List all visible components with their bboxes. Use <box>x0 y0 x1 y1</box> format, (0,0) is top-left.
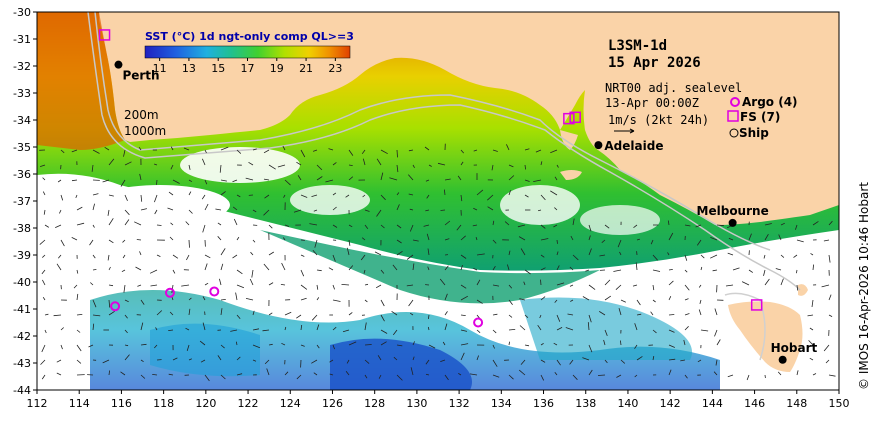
lon-tick-label: 118 <box>153 397 174 410</box>
imos-credit: © IMOS 16-Apr-2026 10:46 Hobart <box>857 182 871 390</box>
colorbar-label: 21 <box>299 62 313 75</box>
argo-float <box>164 287 175 298</box>
lat-tick-label: -32 <box>13 60 31 73</box>
fs-marker <box>750 299 763 311</box>
vector-scale-label: 1m/s (2kt 24h) <box>608 113 709 127</box>
lon-tick-label: 144 <box>702 397 723 410</box>
colorbar-label: 15 <box>211 62 225 75</box>
lon-tick-label: 138 <box>575 397 596 410</box>
colorbar-title: SST (°C) 1d ngt-only comp QL>=3 <box>145 30 354 43</box>
lon-tick-label: 130 <box>406 397 427 410</box>
fs-legend-icon <box>727 110 739 122</box>
lon-tick-label: 136 <box>533 397 554 410</box>
lat-tick-label: -44 <box>13 384 31 397</box>
current-vectors <box>39 143 836 382</box>
colorbar-label: 19 <box>270 62 284 75</box>
lat-tick-label: -42 <box>13 330 31 343</box>
ship-legend-label: Ship <box>739 126 769 140</box>
lon-tick-label: 146 <box>744 397 765 410</box>
lon-tick-label: 148 <box>786 397 807 410</box>
lon-tick-label: 140 <box>617 397 638 410</box>
ship-legend-icon <box>729 128 739 138</box>
lat-tick-label: -37 <box>13 195 31 208</box>
product-date: 15 Apr 2026 <box>608 55 701 71</box>
lat-tick-label: -41 <box>13 303 31 316</box>
lon-tick-label: 116 <box>111 397 132 410</box>
lat-tick-label: -35 <box>13 141 31 154</box>
marker-legend: Argo (4) FS (7) Ship <box>727 95 798 140</box>
lon-tick-label: 142 <box>660 397 681 410</box>
fs-marker <box>98 29 111 41</box>
lat-tick-label: -31 <box>13 33 31 46</box>
title-block: L3SM-1d 15 Apr 2026 NRT00 adj. sealevel … <box>605 38 742 134</box>
argo-float <box>209 286 220 297</box>
city-dot <box>778 355 787 364</box>
latitude-axis: -30 -31 -32 -33 -34 -35 -36 -37 -38 -39 -40 -41 -42 -… <box>13 6 37 397</box>
colorbar-label: 17 <box>241 62 255 75</box>
lon-tick-label: 112 <box>27 397 48 410</box>
fs-markers <box>98 29 763 311</box>
argo-float <box>473 317 484 328</box>
lon-tick-label: 134 <box>491 397 512 410</box>
warm-wa-water <box>37 12 125 150</box>
fs-marker <box>569 111 581 124</box>
city-dot <box>114 60 123 69</box>
argo-markers <box>110 286 484 328</box>
city-dot <box>594 141 603 150</box>
lat-tick-label: -43 <box>13 357 31 370</box>
colorbar-label: 11 <box>153 62 167 75</box>
lon-tick-label: 128 <box>364 397 385 410</box>
lon-tick-label: 124 <box>280 397 301 410</box>
city-markers: Perth Adelaide Melbourne Hobart <box>114 60 818 364</box>
city-dot <box>728 218 737 227</box>
depth-label-200m: 200m <box>124 108 159 122</box>
depth-label-1000m: 1000m <box>124 124 166 138</box>
lat-tick-label: -38 <box>13 222 31 235</box>
lat-tick-label: -40 <box>13 276 31 289</box>
city-label: Hobart <box>771 341 818 355</box>
lon-tick-label: 114 <box>69 397 90 410</box>
longitude-axis: 112 114 116 118 120 122 124 126 128 130 132 134 136 1… <box>27 390 850 410</box>
colorbar-labels: 11 13 15 17 19 21 23 <box>153 58 342 75</box>
lat-tick-label: -39 <box>13 249 31 262</box>
fs-legend-label: FS (7) <box>740 110 780 124</box>
southern-sst-patches <box>90 290 720 390</box>
city-label: Perth <box>122 69 159 83</box>
city-label: Melbourne <box>697 204 769 218</box>
lon-tick-label: 150 <box>829 397 850 410</box>
argo-legend-icon <box>730 97 740 107</box>
lat-tick-label: -36 <box>13 168 31 181</box>
lon-tick-label: 120 <box>195 397 216 410</box>
lat-tick-label: -30 <box>13 6 31 19</box>
colorbar-label: 13 <box>182 62 196 75</box>
lon-tick-label: 126 <box>322 397 343 410</box>
lon-tick-label: 132 <box>449 397 470 410</box>
sst-colorbar: SST (°C) 1d ngt-only comp QL>=3 11 13 15 17… <box>144 30 354 75</box>
lat-tick-label: -34 <box>13 114 31 127</box>
colorbar-gradient <box>144 45 351 59</box>
argo-legend-label: Argo (4) <box>742 95 798 109</box>
product-title: L3SM-1d <box>608 38 667 54</box>
argo-float <box>110 301 121 312</box>
city-label: Adelaide <box>604 139 663 153</box>
colorbar-label: 23 <box>328 62 342 75</box>
fs-marker <box>563 112 575 125</box>
lat-tick-label: -33 <box>13 87 31 100</box>
sealevel-time: 13-Apr 00:00Z <box>605 96 699 110</box>
lon-tick-label: 122 <box>238 397 259 410</box>
sealevel-label: NRT00 adj. sealevel <box>605 81 742 95</box>
